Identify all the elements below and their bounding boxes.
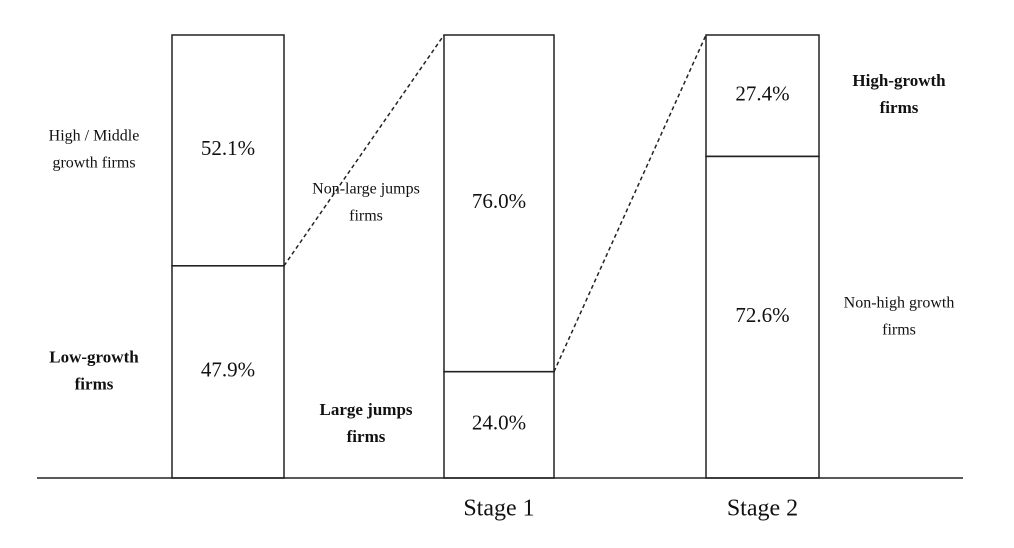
value-label: 52.1% [201, 136, 255, 160]
segment-label: firms [349, 208, 383, 225]
segment-label: growth firms [52, 155, 135, 172]
segment-label: firms [880, 98, 919, 117]
segment-label: firms [347, 427, 386, 446]
connector [283, 34, 445, 267]
segment-label: firms [75, 374, 114, 393]
value-label: 24.0% [472, 411, 526, 435]
bar-segment [171, 34, 285, 267]
value-label: 27.4% [735, 82, 789, 106]
value-label: 76.0% [472, 189, 526, 213]
segment-label: High-growth [852, 71, 946, 90]
segment-label: firms [882, 321, 916, 338]
value-label: 72.6% [735, 303, 789, 327]
segment-label: High / Middle [49, 128, 140, 145]
segment-label: Low-growth [49, 347, 139, 366]
segment-label: Large jumps [319, 400, 412, 419]
x-tick-label: Stage 2 [727, 496, 798, 522]
value-label: 47.9% [201, 358, 255, 382]
x-tick-label: Stage 1 [463, 496, 534, 522]
bar-segment [705, 34, 820, 158]
segment-label: Non-large jumps [312, 181, 420, 198]
segment-label: Non-high growth [844, 294, 955, 311]
bar-segment [443, 34, 555, 373]
connector [553, 34, 707, 372]
